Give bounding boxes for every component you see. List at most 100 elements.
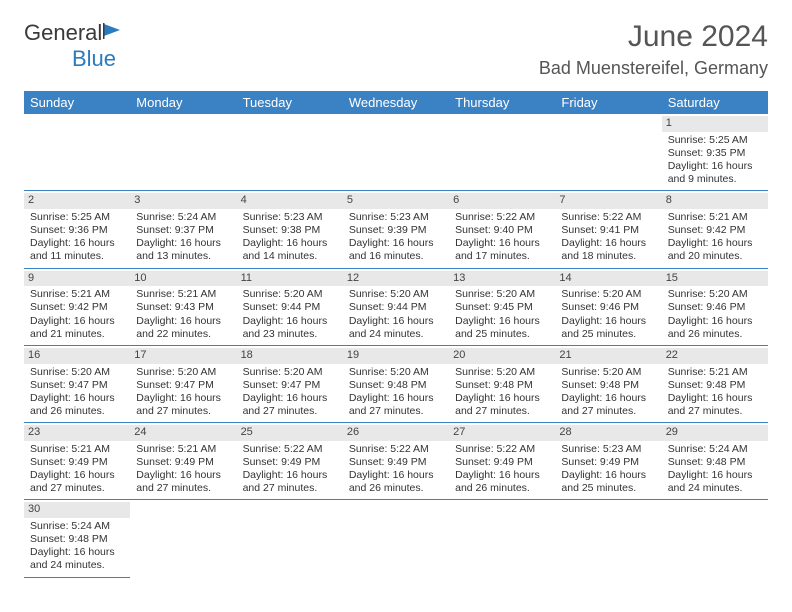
calendar-empty-cell xyxy=(343,500,449,577)
sunset-line: Sunset: 9:43 PM xyxy=(136,301,230,314)
header: GeneralBlue June 2024 Bad Muenstereifel,… xyxy=(24,20,768,79)
sunrise-line: Sunrise: 5:21 AM xyxy=(668,366,762,379)
daylight-line: Daylight: 16 hours and 25 minutes. xyxy=(561,469,655,495)
day-details: Sunrise: 5:22 AMSunset: 9:49 PMDaylight:… xyxy=(347,443,445,496)
weekday-header: Wednesday xyxy=(343,91,449,114)
sunset-line: Sunset: 9:49 PM xyxy=(30,456,124,469)
day-details: Sunrise: 5:23 AMSunset: 9:39 PMDaylight:… xyxy=(347,211,445,264)
day-details: Sunrise: 5:20 AMSunset: 9:48 PMDaylight:… xyxy=(453,366,551,419)
weekday-header: Monday xyxy=(130,91,236,114)
weekday-header: Tuesday xyxy=(237,91,343,114)
sunset-line: Sunset: 9:44 PM xyxy=(243,301,337,314)
day-details: Sunrise: 5:25 AMSunset: 9:36 PMDaylight:… xyxy=(28,211,126,264)
sunrise-line: Sunrise: 5:24 AM xyxy=(30,520,124,533)
sunrise-line: Sunrise: 5:20 AM xyxy=(561,366,655,379)
sunset-line: Sunset: 9:42 PM xyxy=(30,301,124,314)
calendar-day-cell: 7Sunrise: 5:22 AMSunset: 9:41 PMDaylight… xyxy=(555,191,661,268)
day-details: Sunrise: 5:25 AMSunset: 9:35 PMDaylight:… xyxy=(666,134,764,187)
day-number: 3 xyxy=(130,193,236,209)
calendar-empty-cell xyxy=(24,114,130,191)
daylight-line: Daylight: 16 hours and 27 minutes. xyxy=(455,392,549,418)
sunset-line: Sunset: 9:49 PM xyxy=(136,456,230,469)
sunrise-line: Sunrise: 5:24 AM xyxy=(668,443,762,456)
day-details: Sunrise: 5:21 AMSunset: 9:49 PMDaylight:… xyxy=(134,443,232,496)
day-number: 28 xyxy=(555,425,661,441)
calendar-day-cell: 12Sunrise: 5:20 AMSunset: 9:44 PMDayligh… xyxy=(343,268,449,345)
calendar-empty-cell xyxy=(343,114,449,191)
day-details: Sunrise: 5:21 AMSunset: 9:49 PMDaylight:… xyxy=(28,443,126,496)
calendar-day-cell: 25Sunrise: 5:22 AMSunset: 9:49 PMDayligh… xyxy=(237,423,343,500)
daylight-line: Daylight: 16 hours and 23 minutes. xyxy=(243,315,337,341)
sunrise-line: Sunrise: 5:20 AM xyxy=(243,366,337,379)
day-number: 20 xyxy=(449,348,555,364)
calendar-week-row: 30Sunrise: 5:24 AMSunset: 9:48 PMDayligh… xyxy=(24,500,768,577)
calendar-empty-cell xyxy=(449,500,555,577)
calendar-day-cell: 29Sunrise: 5:24 AMSunset: 9:48 PMDayligh… xyxy=(662,423,768,500)
day-details: Sunrise: 5:21 AMSunset: 9:42 PMDaylight:… xyxy=(28,288,126,341)
daylight-line: Daylight: 16 hours and 21 minutes. xyxy=(30,315,124,341)
sunset-line: Sunset: 9:45 PM xyxy=(455,301,549,314)
calendar-day-cell: 30Sunrise: 5:24 AMSunset: 9:48 PMDayligh… xyxy=(24,500,130,577)
calendar-empty-cell xyxy=(662,500,768,577)
day-number: 5 xyxy=(343,193,449,209)
calendar-day-cell: 6Sunrise: 5:22 AMSunset: 9:40 PMDaylight… xyxy=(449,191,555,268)
day-details: Sunrise: 5:20 AMSunset: 9:44 PMDaylight:… xyxy=(241,288,339,341)
day-details: Sunrise: 5:20 AMSunset: 9:47 PMDaylight:… xyxy=(28,366,126,419)
sunset-line: Sunset: 9:49 PM xyxy=(349,456,443,469)
sunrise-line: Sunrise: 5:21 AM xyxy=(30,443,124,456)
daylight-line: Daylight: 16 hours and 18 minutes. xyxy=(561,237,655,263)
calendar-empty-cell xyxy=(555,114,661,191)
daylight-line: Daylight: 16 hours and 26 minutes. xyxy=(349,469,443,495)
calendar-day-cell: 17Sunrise: 5:20 AMSunset: 9:47 PMDayligh… xyxy=(130,345,236,422)
sunrise-line: Sunrise: 5:25 AM xyxy=(30,211,124,224)
daylight-line: Daylight: 16 hours and 27 minutes. xyxy=(30,469,124,495)
day-number: 18 xyxy=(237,348,343,364)
weekday-header: Thursday xyxy=(449,91,555,114)
day-details: Sunrise: 5:22 AMSunset: 9:49 PMDaylight:… xyxy=(453,443,551,496)
calendar-day-cell: 14Sunrise: 5:20 AMSunset: 9:46 PMDayligh… xyxy=(555,268,661,345)
daylight-line: Daylight: 16 hours and 27 minutes. xyxy=(561,392,655,418)
calendar-day-cell: 19Sunrise: 5:20 AMSunset: 9:48 PMDayligh… xyxy=(343,345,449,422)
sunset-line: Sunset: 9:48 PM xyxy=(668,379,762,392)
calendar-day-cell: 26Sunrise: 5:22 AMSunset: 9:49 PMDayligh… xyxy=(343,423,449,500)
sunset-line: Sunset: 9:46 PM xyxy=(668,301,762,314)
sunrise-line: Sunrise: 5:20 AM xyxy=(455,288,549,301)
calendar-empty-cell xyxy=(237,500,343,577)
day-number: 9 xyxy=(24,271,130,287)
daylight-line: Daylight: 16 hours and 26 minutes. xyxy=(668,315,762,341)
day-number: 6 xyxy=(449,193,555,209)
day-number: 29 xyxy=(662,425,768,441)
daylight-line: Daylight: 16 hours and 16 minutes. xyxy=(349,237,443,263)
day-number: 15 xyxy=(662,271,768,287)
title-block: June 2024 Bad Muenstereifel, Germany xyxy=(539,20,768,79)
logo-text-general: General xyxy=(24,20,102,45)
sunset-line: Sunset: 9:48 PM xyxy=(455,379,549,392)
calendar-day-cell: 5 Sunrise: 5:23 AMSunset: 9:39 PMDaylight… xyxy=(343,191,449,268)
daylight-line: Daylight: 16 hours and 25 minutes. xyxy=(561,315,655,341)
calendar-day-cell: 22Sunrise: 5:21 AMSunset: 9:48 PMDayligh… xyxy=(662,345,768,422)
sunrise-line: Sunrise: 5:20 AM xyxy=(349,366,443,379)
calendar-day-cell: 23Sunrise: 5:21 AMSunset: 9:49 PMDayligh… xyxy=(24,423,130,500)
day-number: 10 xyxy=(130,271,236,287)
sunrise-line: Sunrise: 5:21 AM xyxy=(136,288,230,301)
daylight-line: Daylight: 16 hours and 14 minutes. xyxy=(243,237,337,263)
sunset-line: Sunset: 9:49 PM xyxy=(561,456,655,469)
day-details: Sunrise: 5:21 AMSunset: 9:42 PMDaylight:… xyxy=(666,211,764,264)
sunset-line: Sunset: 9:48 PM xyxy=(561,379,655,392)
daylight-line: Daylight: 16 hours and 20 minutes. xyxy=(668,237,762,263)
day-details: Sunrise: 5:20 AMSunset: 9:46 PMDaylight:… xyxy=(559,288,657,341)
day-details: Sunrise: 5:20 AMSunset: 9:47 PMDaylight:… xyxy=(134,366,232,419)
sunset-line: Sunset: 9:46 PM xyxy=(561,301,655,314)
calendar-table: SundayMondayTuesdayWednesdayThursdayFrid… xyxy=(24,91,768,578)
day-details: Sunrise: 5:22 AMSunset: 9:41 PMDaylight:… xyxy=(559,211,657,264)
day-details: Sunrise: 5:20 AMSunset: 9:45 PMDaylight:… xyxy=(453,288,551,341)
sunset-line: Sunset: 9:47 PM xyxy=(243,379,337,392)
day-number: 14 xyxy=(555,271,661,287)
day-details: Sunrise: 5:20 AMSunset: 9:47 PMDaylight:… xyxy=(241,366,339,419)
day-number: 25 xyxy=(237,425,343,441)
calendar-week-row: 16Sunrise: 5:20 AMSunset: 9:47 PMDayligh… xyxy=(24,345,768,422)
location: Bad Muenstereifel, Germany xyxy=(539,58,768,79)
day-details: Sunrise: 5:24 AMSunset: 9:37 PMDaylight:… xyxy=(134,211,232,264)
calendar-empty-cell xyxy=(449,114,555,191)
sunrise-line: Sunrise: 5:20 AM xyxy=(30,366,124,379)
